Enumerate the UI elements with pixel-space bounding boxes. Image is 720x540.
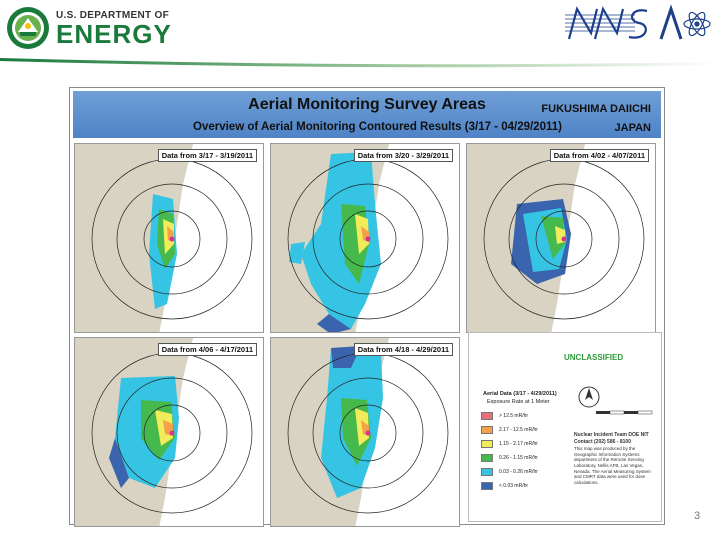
legend-label: 0.26 - 1.15 mR/hr [499,455,538,461]
agency-line2: ENERGY [56,18,172,49]
legend-label: > 12.5 mR/hr [499,413,529,419]
map-date-label: Data from 4/06 - 4/17/2011 [157,343,257,356]
legend-item: 2.17 - 12.5 mR/hr [481,423,538,437]
nnsa-logo [565,4,711,40]
legend-swatch [481,482,493,490]
location-line2: JAPAN [614,122,651,134]
survey-map-4: Data from 4/06 - 4/17/2011 [74,337,264,527]
map-date-label: Data from 3/20 - 3/29/2011 [353,149,453,162]
survey-map-3: Data from 4/02 - 4/07/2011 [466,143,656,333]
classification-label: UNCLASSIFIED [564,353,624,362]
agency-line1: U.S. DEPARTMENT OF [56,9,169,21]
legend-label: 0.03 - 0.26 mR/hr [499,469,538,475]
survey-map-1: Data from 3/17 - 3/19/2011 [74,143,264,333]
map-date-label: Data from 4/18 - 4/29/2011 [353,343,453,356]
notes-contact: Contact (202) 586 - 8100 [574,438,631,445]
legend-item: 1.15 - 2.17 mR/hr [481,437,538,451]
slide-title: Aerial Monitoring Survey Areas [248,96,486,113]
legend-item: 0.26 - 1.15 mR/hr [481,451,538,465]
survey-map-5: Data from 4/18 - 4/29/2011 [270,337,460,527]
survey-slide: Aerial Monitoring Survey Areas Overview … [69,87,665,527]
legend-swatch [481,468,493,476]
notes-body: This map was produced by the Geographic … [574,446,651,485]
legend-item: < 0.03 mR/hr [481,479,538,493]
legend-subtitle: Exposure Rate at 1 Meter [487,399,550,405]
map-date-label: Data from 3/17 - 3/19/2011 [157,149,257,162]
scale-bar-icon [596,410,653,415]
legend-item: > 12.5 mR/hr [481,409,538,423]
doe-logo: U.S. DEPARTMENT OF ENERGY [6,6,172,50]
legend-swatch [481,412,493,420]
survey-map-2: Data from 3/20 - 3/29/2011 [270,143,460,333]
header-rule [0,58,720,68]
doe-seal-icon [7,7,49,49]
legend-swatch [481,426,493,434]
legend-label: 2.17 - 12.5 mR/hr [499,427,538,433]
location-line1: FUKUSHIMA DAIICHI [541,103,651,115]
legend-title: Aerial Data (3/17 - 4/29/2011) [483,391,557,397]
legend-panel: UNCLASSIFIED Aerial Data (3/17 - 4/29/20… [468,332,662,522]
notes-title: Nuclear Incident Team DOE NIT [574,432,649,438]
map-date-label: Data from 4/02 - 4/07/2011 [549,149,649,162]
legend-label: < 0.03 mR/hr [499,483,529,489]
north-arrow-icon [578,386,600,408]
legend-swatch [481,454,493,462]
legend-swatch [481,440,493,448]
legend-label: 1.15 - 2.17 mR/hr [499,441,538,447]
legend-item: 0.03 - 0.26 mR/hr [481,465,538,479]
slide-subtitle: Overview of Aerial Monitoring Contoured … [193,121,562,133]
legend-list: > 12.5 mR/hr 2.17 - 12.5 mR/hr 1.15 - 2.… [481,409,538,493]
slide-banner: Aerial Monitoring Survey Areas Overview … [73,91,661,138]
page-number: 3 [694,510,701,522]
map-notes: Nuclear Incident Team DOE NIT Contact (2… [574,432,658,485]
